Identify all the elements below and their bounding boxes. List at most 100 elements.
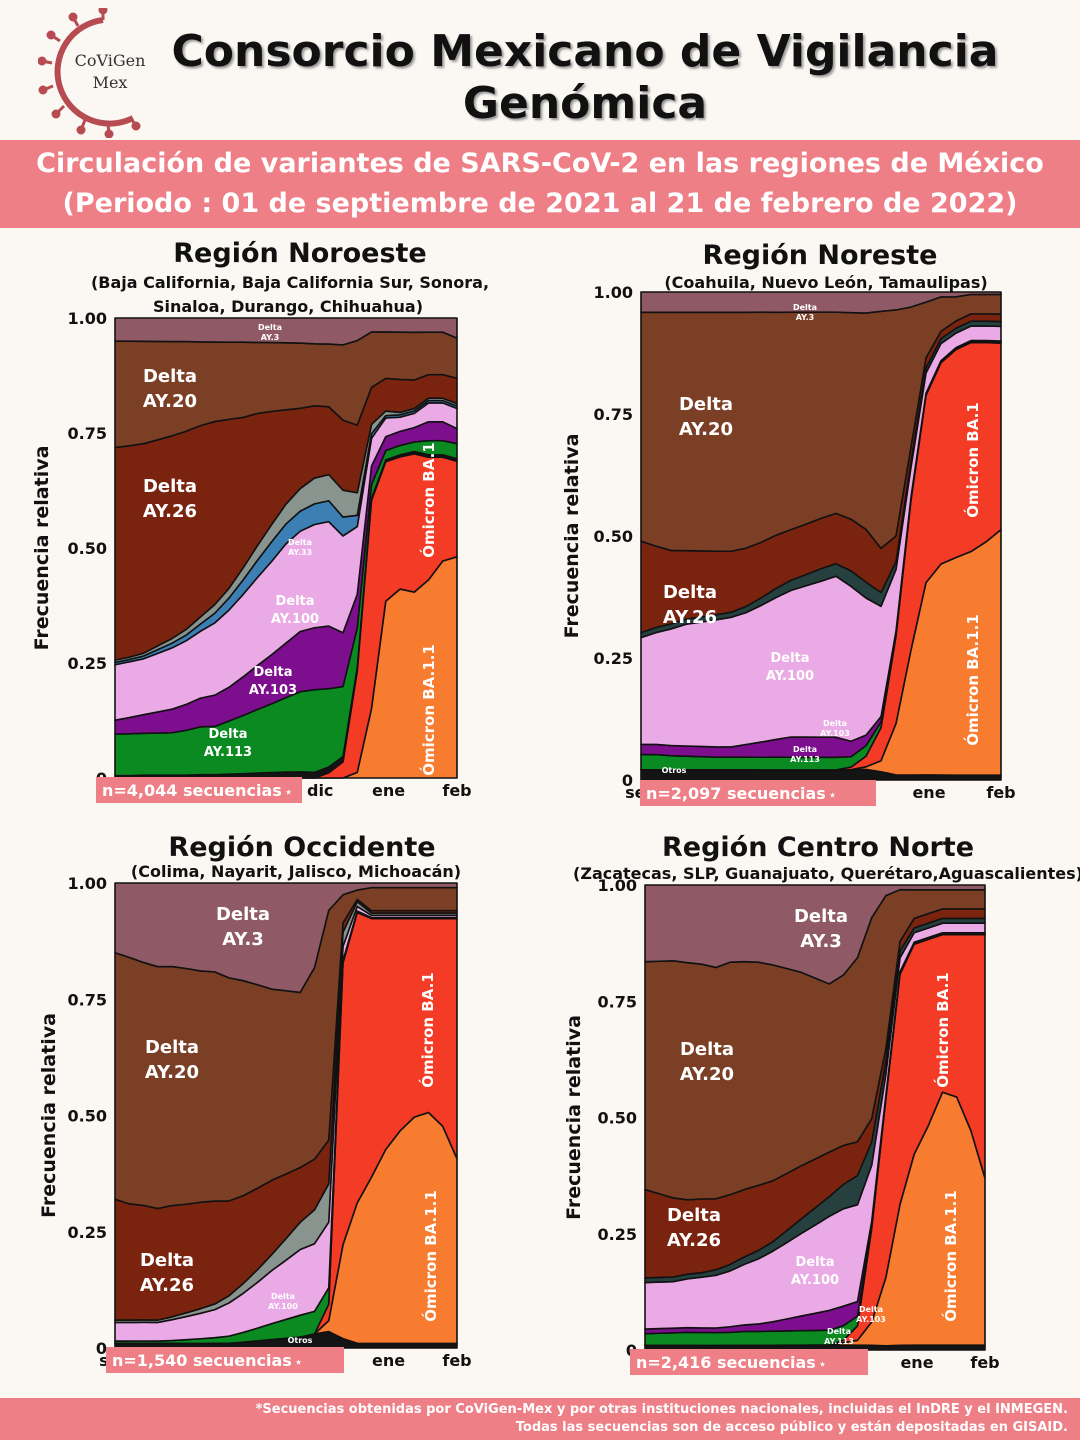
series-label: Delta AY.3 <box>793 303 817 322</box>
stacked-areas <box>114 882 458 1349</box>
series-label: Ómicron BA.1.1 <box>941 1190 960 1322</box>
y-tick-label: 0.50 <box>598 1109 637 1128</box>
series-label: Delta AY.26 <box>140 1250 194 1296</box>
chart-title: Región Occidente <box>168 832 435 863</box>
series-label: Delta AY.103 <box>249 665 297 698</box>
chart-title: Región Noroeste <box>173 238 426 269</box>
series-label: Otros <box>662 766 687 775</box>
covigen-mex-logo: CoViGen Mex <box>38 8 146 138</box>
y-axis-label: Frecuencia relativa <box>561 434 583 639</box>
x-tick-label: ene <box>900 1353 933 1372</box>
x-tick-label: ene <box>912 783 945 802</box>
area-delta-ay-3 <box>114 882 458 994</box>
series-label: Delta AY.100 <box>268 1292 298 1311</box>
page-title-line2: Genómica <box>462 78 708 129</box>
series-label: Delta AY.26 <box>663 582 717 628</box>
series-label: Delta AY.3 <box>258 323 282 342</box>
y-tick-label: 0.50 <box>68 1107 107 1126</box>
series-label: Delta AY.103 <box>820 719 850 738</box>
series-label: Ómicron BA.1.1 <box>421 1190 440 1322</box>
chart-subtitle: (Zacatecas, SLP, Guanajuato, Querétaro,A… <box>573 864 1080 883</box>
sample-size-label: n=1,540 secuencias ⋆ <box>112 1351 302 1370</box>
x-tick-label: feb <box>986 783 1015 802</box>
y-tick-label: 0.75 <box>68 424 107 443</box>
area-delta-ay-3 <box>640 291 1002 314</box>
series-label: Delta AY.3 <box>216 904 270 950</box>
series-label: Delta AY.113 <box>790 745 820 764</box>
sample-size-label: n=2,097 secuencias ⋆ <box>646 784 836 803</box>
series-label: Delta AY.20 <box>143 366 197 412</box>
series-label: Delta AY.103 <box>856 1305 886 1324</box>
virus-ring-icon <box>38 8 141 138</box>
footer-note: *Secuencias obtenidas por CoViGen-Mex y … <box>0 1398 1080 1440</box>
series-label: Delta AY.20 <box>145 1037 199 1083</box>
series-label: Delta AY.3 <box>794 906 848 952</box>
y-tick-label: 0.25 <box>594 649 633 668</box>
series-label: Ómicron BA.1.1 <box>963 614 982 746</box>
chart-subtitle: (Baja California, Baja California Sur, S… <box>91 273 489 292</box>
logo-line1: CoViGen <box>75 51 146 70</box>
chart-subtitle: (Colima, Nayarit, Jalisco, Michoacán) <box>131 862 461 881</box>
page-title-line1: Consorcio Mexicano de Vigilancia <box>171 26 999 77</box>
chart-region-occidente: Región Occidente(Colima, Nayarit, Jalisc… <box>38 832 472 1373</box>
x-tick-label: ene <box>372 781 405 800</box>
series-label: Ómicron BA.1 <box>418 972 437 1087</box>
y-axis-label: Frecuencia relativa <box>31 446 53 651</box>
page-title: Consorcio Mexicano de Vigilancia Genómic… <box>170 26 1000 130</box>
sample-size-badge <box>630 1349 868 1375</box>
sample-size-badge <box>96 777 302 803</box>
y-tick-label: 0.75 <box>598 992 637 1011</box>
chart-title: Región Centro Norte <box>662 832 974 863</box>
y-tick-label: 0.50 <box>68 539 107 558</box>
charts-canvas: Región Noroeste (Baja California, Baja Ca… <box>31 238 1080 1375</box>
banner-line2: (Periodo : 01 de septiembre de 2021 al 2… <box>62 188 1018 219</box>
y-tick-label: 0.75 <box>68 990 107 1009</box>
footer-line2: Todas las secuencias son de acceso públi… <box>515 1420 1068 1435</box>
x-tick-label: feb <box>442 1351 471 1370</box>
banner-line1: Circulación de variantes de SARS-CoV-2 e… <box>36 148 1044 179</box>
series-label: Delta AY.26 <box>667 1205 721 1251</box>
stacked-areas <box>114 317 458 779</box>
chart-region-noroeste: Región Noroeste (Baja California, Baja Ca… <box>31 238 489 803</box>
area-delta-ay-3 <box>644 884 986 985</box>
x-tick-label: ene <box>372 1351 405 1370</box>
series-label: Delta AY.20 <box>680 1039 734 1085</box>
sample-size-label: n=4,044 secuencias ⋆ <box>102 781 292 800</box>
area-delta-ay-3 <box>114 317 458 346</box>
y-tick-label: 0.50 <box>594 527 633 546</box>
y-tick-label: 1.00 <box>594 283 633 302</box>
series-label: Delta AY.26 <box>143 476 197 522</box>
sample-size-badge <box>640 780 876 806</box>
subtitle-banner: Circulación de variantes de SARS-CoV-2 e… <box>0 140 1080 228</box>
chart-subtitle: (Coahuila, Nuevo León, Tamaulipas) <box>664 273 987 292</box>
chart-subtitle: Sinaloa, Durango, Chihuahua) <box>153 297 423 316</box>
chart-region-centro-norte: Región Centro Norte(Zacatecas, SLP, Guan… <box>563 832 1080 1375</box>
y-tick-label: 1.00 <box>68 309 107 328</box>
y-tick-label: 0 <box>622 771 633 790</box>
y-axis-label: Frecuencia relativa <box>563 1015 585 1220</box>
series-label: Otros <box>288 1336 313 1345</box>
chart-region-noreste: Región Noreste (Coahuila, Nuevo León, Tam… <box>561 240 1016 806</box>
footer-line1: *Secuencias obtenidas por CoViGen-Mex y … <box>255 1402 1068 1417</box>
y-tick-label: 1.00 <box>68 874 107 893</box>
series-label: Ómicron BA.1.1 <box>419 644 438 776</box>
series-label: Ómicron BA.1 <box>933 972 952 1087</box>
series-label: Ómicron BA.1 <box>419 442 438 557</box>
y-tick-label: 0.25 <box>598 1225 637 1244</box>
y-axis-label: Frecuencia relativa <box>38 1013 60 1218</box>
sample-size-label: n=2,416 secuencias ⋆ <box>636 1353 826 1372</box>
logo-line2: Mex <box>93 73 128 92</box>
series-label: Delta AY.33 <box>288 538 312 557</box>
series-label: Delta AY.20 <box>679 394 733 440</box>
y-tick-label: 0.75 <box>594 405 633 424</box>
stacked-areas <box>640 291 1002 781</box>
series-label: Ómicron BA.1 <box>963 402 982 517</box>
chart-title: Región Noreste <box>703 240 938 271</box>
x-tick-label: feb <box>970 1353 999 1372</box>
y-tick-label: 0 <box>96 1339 107 1358</box>
x-tick-label: feb <box>442 781 471 800</box>
series-label: Delta AY.113 <box>204 727 252 760</box>
series-label: Delta AY.100 <box>766 651 814 684</box>
sample-size-badge <box>106 1347 344 1373</box>
x-tick-label: dic <box>307 781 333 800</box>
